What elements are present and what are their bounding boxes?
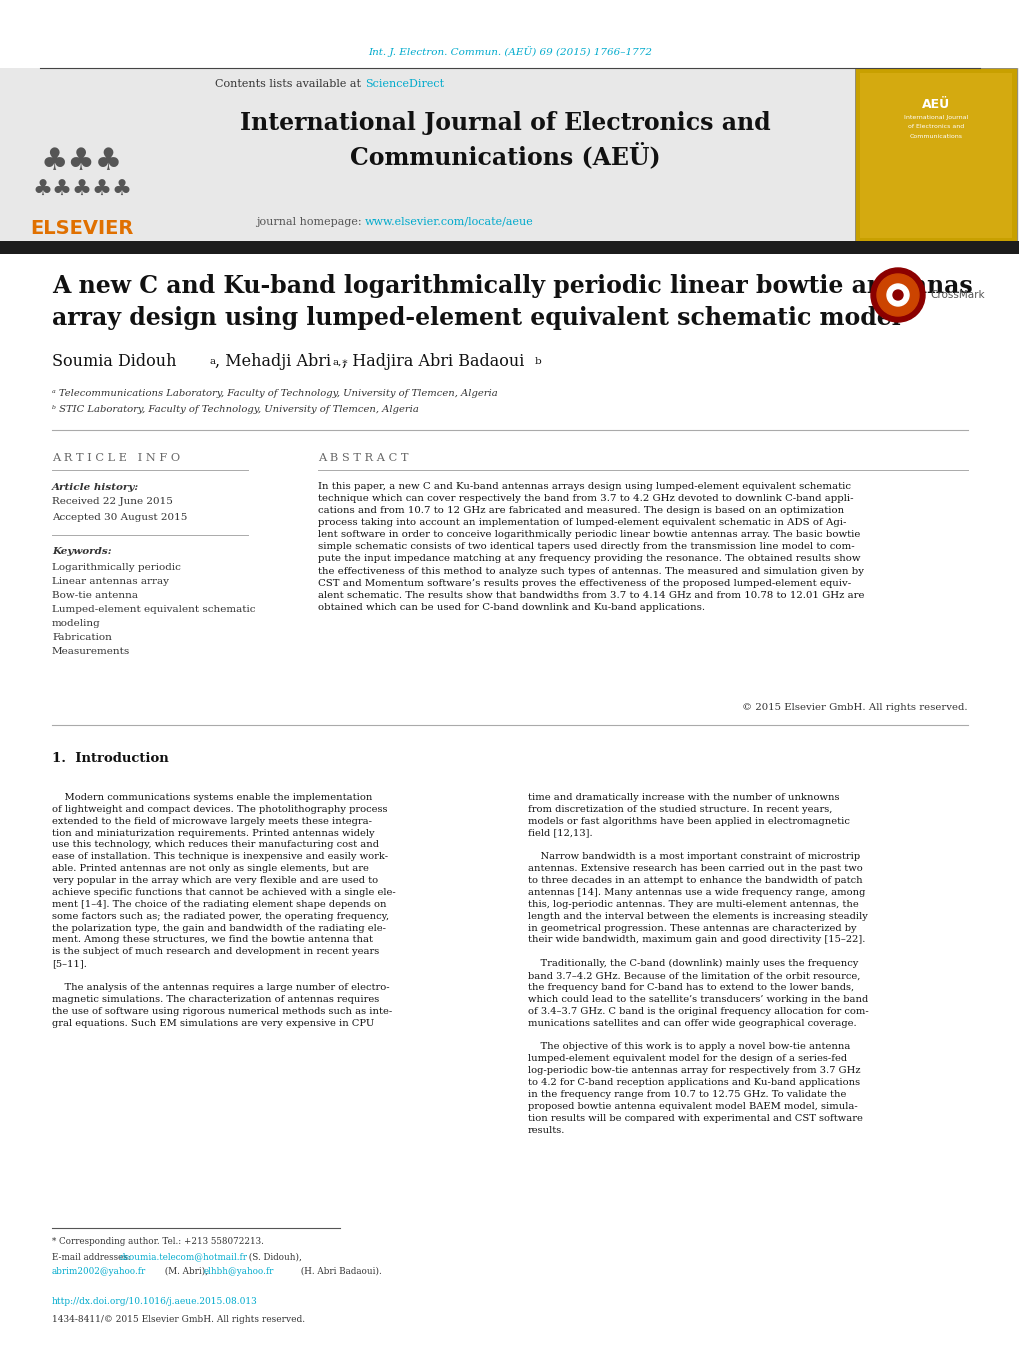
Text: Measurements: Measurements — [52, 647, 130, 657]
Text: Article history:: Article history: — [52, 482, 140, 492]
Bar — [854, 68, 1016, 240]
Text: In this paper, a new C and Ku-band antennas arrays design using lumped-element e: In this paper, a new C and Ku-band anten… — [318, 482, 864, 612]
Text: b: b — [535, 358, 541, 366]
Text: AEÜ: AEÜ — [921, 99, 949, 112]
Text: E-mail addresses:: E-mail addresses: — [52, 1252, 133, 1262]
Text: (M. Abri),: (M. Abri), — [162, 1266, 211, 1275]
Text: ᵃ Telecommunications Laboratory, Faculty of Technology, University of Tlemcen, A: ᵃ Telecommunications Laboratory, Faculty… — [52, 389, 497, 397]
Text: www.elsevier.com/locate/aeue: www.elsevier.com/locate/aeue — [365, 218, 533, 227]
Text: 1434-8411/© 2015 Elsevier GmbH. All rights reserved.: 1434-8411/© 2015 Elsevier GmbH. All righ… — [52, 1316, 305, 1324]
Text: © 2015 Elsevier GmbH. All rights reserved.: © 2015 Elsevier GmbH. All rights reserve… — [742, 704, 967, 712]
Text: CrossMark: CrossMark — [929, 290, 983, 300]
Text: time and dramatically increase with the number of unknowns
from discretization o: time and dramatically increase with the … — [528, 793, 868, 1135]
Text: Fabrication: Fabrication — [52, 634, 112, 643]
Text: dsoumia.telecom@hotmail.fr: dsoumia.telecom@hotmail.fr — [120, 1252, 248, 1262]
Text: Bow-tie antenna: Bow-tie antenna — [52, 592, 138, 600]
Text: journal homepage:: journal homepage: — [256, 218, 365, 227]
Circle shape — [892, 290, 902, 300]
Text: Logarithmically periodic: Logarithmically periodic — [52, 563, 180, 573]
Text: Received 22 June 2015: Received 22 June 2015 — [52, 497, 172, 507]
Text: Communications: Communications — [909, 134, 962, 139]
Text: Int. J. Electron. Commun. (AEÜ) 69 (2015) 1766–1772: Int. J. Electron. Commun. (AEÜ) 69 (2015… — [368, 46, 651, 58]
Text: a: a — [210, 358, 216, 366]
Text: Keywords:: Keywords: — [52, 547, 111, 557]
Text: a,∗: a,∗ — [332, 358, 350, 366]
Text: International Journal: International Journal — [903, 115, 967, 120]
Text: , Hadjira Abri Badaoui: , Hadjira Abri Badaoui — [341, 354, 524, 370]
Text: Lumped-element equivalent schematic: Lumped-element equivalent schematic — [52, 605, 255, 615]
Text: A new C and Ku-band logarithmically periodic linear bowtie antennas
array design: A new C and Ku-band logarithmically peri… — [52, 274, 972, 330]
Text: ♣♣♣♣♣: ♣♣♣♣♣ — [32, 180, 131, 200]
Text: International Journal of Electronics and
Communications (AEÜ): International Journal of Electronics and… — [239, 111, 769, 169]
Text: * Corresponding author. Tel.: +213 558072213.: * Corresponding author. Tel.: +213 55807… — [52, 1238, 264, 1247]
Text: modeling: modeling — [52, 620, 101, 628]
Text: of Electronics and: of Electronics and — [907, 124, 963, 130]
Text: , Mehadji Abri: , Mehadji Abri — [215, 354, 331, 370]
Text: (H. Abri Badaoui).: (H. Abri Badaoui). — [298, 1266, 381, 1275]
Text: ScienceDirect: ScienceDirect — [365, 78, 443, 89]
Text: Contents lists available at: Contents lists available at — [215, 78, 365, 89]
Text: A R T I C L E   I N F O: A R T I C L E I N F O — [52, 453, 180, 463]
Text: http://dx.doi.org/10.1016/j.aeue.2015.08.013: http://dx.doi.org/10.1016/j.aeue.2015.08… — [52, 1297, 258, 1306]
Bar — [0, 240, 1019, 254]
Circle shape — [887, 284, 908, 305]
Text: 1.  Introduction: 1. Introduction — [52, 751, 168, 765]
Text: Accepted 30 August 2015: Accepted 30 August 2015 — [52, 512, 187, 521]
Text: Linear antennas array: Linear antennas array — [52, 577, 169, 586]
Circle shape — [870, 267, 924, 322]
Text: ᵇ STIC Laboratory, Faculty of Technology, University of Tlemcen, Algeria: ᵇ STIC Laboratory, Faculty of Technology… — [52, 405, 419, 415]
Bar — [0, 68, 1019, 242]
Bar — [859, 73, 1011, 238]
Circle shape — [876, 274, 918, 316]
Text: Modern communications systems enable the implementation
of lightweight and compa: Modern communications systems enable the… — [52, 793, 395, 1028]
Text: elhbh@yahoo.fr: elhbh@yahoo.fr — [204, 1266, 274, 1275]
Text: ♣♣♣: ♣♣♣ — [41, 147, 123, 177]
Text: abrim2002@yahoo.fr: abrim2002@yahoo.fr — [52, 1266, 146, 1275]
Text: Soumia Didouh: Soumia Didouh — [52, 354, 176, 370]
Text: ELSEVIER: ELSEVIER — [31, 219, 133, 238]
Text: A B S T R A C T: A B S T R A C T — [318, 453, 408, 463]
Text: (S. Didouh),: (S. Didouh), — [246, 1252, 302, 1262]
